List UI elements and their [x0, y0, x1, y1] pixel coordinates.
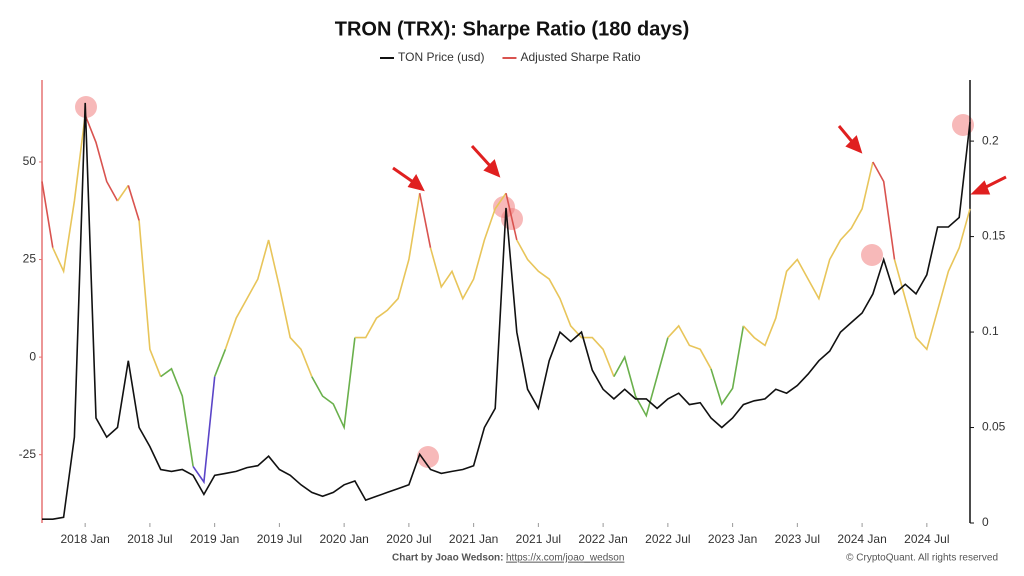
- sharpe-line: [192, 376, 216, 485]
- y-tick-label: -25: [19, 447, 37, 461]
- x-tick-label: 2024 Jul: [904, 532, 949, 546]
- x-tick-label: 2023 Jan: [708, 532, 757, 546]
- arrow-head: [483, 159, 501, 178]
- sharpe-line: [742, 161, 874, 347]
- sharpe-line: [213, 349, 227, 377]
- y2-tick-label: 0: [982, 515, 989, 529]
- y2-tick-label: 0.15: [982, 229, 1006, 243]
- y2-tick-label: 0.05: [982, 420, 1006, 434]
- arrow-head: [407, 174, 425, 192]
- x-tick-label: 2019 Jul: [257, 532, 302, 546]
- sharpe-line: [224, 239, 313, 377]
- sharpe-line: [116, 184, 129, 202]
- highlights: [75, 96, 974, 468]
- x-tick-label: 2023 Jul: [775, 532, 820, 546]
- chart-title: TRON (TRX): Sharpe Ratio (180 days): [335, 18, 690, 40]
- footer-copyright: © CryptoQuant. All rights reserved: [846, 553, 998, 564]
- sharpe-line: [710, 325, 745, 406]
- x-tick-label: 2021 Jan: [449, 532, 498, 546]
- x-tick-label: 2024 Jan: [837, 532, 886, 546]
- y2-tick-label: 0.2: [982, 133, 999, 147]
- x-tick-label: 2018 Jan: [60, 532, 109, 546]
- sharpe-line: [893, 208, 971, 351]
- x-tick-label: 2020 Jan: [319, 532, 368, 546]
- highlight-circle: [417, 446, 439, 468]
- y-tick-label: 0: [29, 349, 36, 363]
- sharpe-line: [84, 114, 119, 202]
- x-tick-label: 2021 Jul: [516, 532, 561, 546]
- sharpe-line: [138, 220, 162, 377]
- x-tick-label: 2019 Jan: [190, 532, 239, 546]
- sharpe-line: [52, 115, 86, 275]
- arrow-head: [845, 135, 863, 154]
- y-tick-label: 50: [23, 154, 37, 168]
- legend-label: TON Price (usd): [398, 50, 484, 64]
- highlight-circle: [861, 244, 883, 266]
- sharpe-line: [41, 181, 54, 248]
- sharpe-line: [667, 324, 712, 370]
- sharpe-line: [872, 161, 896, 260]
- sharpe-line: [505, 193, 518, 241]
- sharpe-line: [127, 185, 140, 221]
- footer-link[interactable]: https://x.com/joao_wedson: [506, 553, 624, 564]
- sharpe-line: [429, 192, 507, 301]
- sharpe-line: [418, 193, 432, 248]
- y2-tick-label: 0.1: [982, 324, 999, 338]
- arrow-head: [970, 180, 991, 195]
- x-tick-label: 2020 Jul: [386, 532, 431, 546]
- legend-label: Adjusted Sharpe Ratio: [520, 50, 640, 64]
- footer-credit: Chart by Joao Wedson:: [392, 553, 504, 564]
- price-line: [42, 102, 971, 520]
- y-tick-label: 25: [23, 252, 37, 266]
- sharpe-line: [160, 367, 194, 467]
- x-tick-label: 2018 Jul: [127, 532, 172, 546]
- sharpe-line: [354, 193, 421, 339]
- sharpe-line: [311, 337, 356, 431]
- x-tick-label: 2022 Jan: [578, 532, 627, 546]
- x-tick-label: 2022 Jul: [645, 532, 690, 546]
- sharpe-line: [613, 337, 669, 418]
- arrow: [470, 144, 494, 170]
- sharpe-line: [516, 239, 615, 377]
- arrows: [392, 125, 1007, 195]
